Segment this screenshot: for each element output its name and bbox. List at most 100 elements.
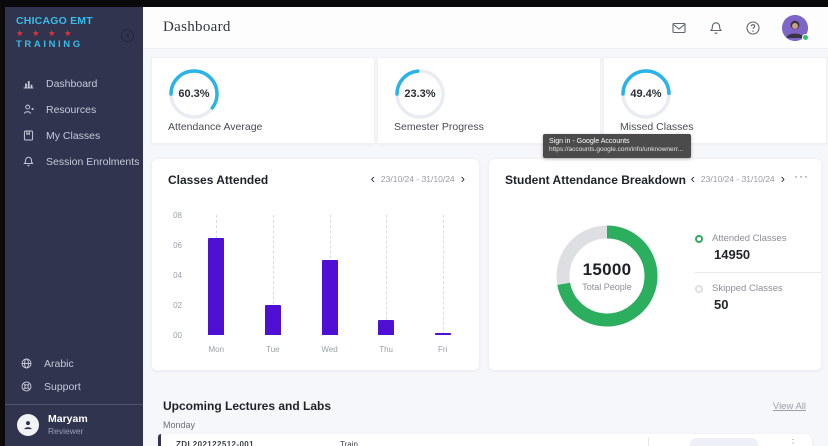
row-accent-bar [158, 434, 161, 446]
attendance-breakdown-card: Student Attendance Breakdown ‹ 23/10/24 … [488, 158, 822, 371]
date-range-picker: ‹ 23/10/24 - 31/10/24 › [371, 172, 465, 186]
stat-value: 60.3% [178, 88, 210, 100]
stat-label: Attendance Average [168, 121, 263, 133]
x-tick-label: Tue [266, 345, 280, 354]
chevron-left-icon[interactable]: ‹ [370, 171, 375, 186]
x-tick-label: Mon [208, 345, 225, 354]
legend-dot-icon [695, 234, 703, 243]
bar-mon [208, 237, 225, 335]
donut-legend: Attended Classes 14950 Skipped Classes 5… [695, 233, 821, 312]
online-status-dot [802, 33, 809, 41]
sidebar-item-dashboard[interactable]: Dashboard [5, 71, 143, 97]
stat-label: Semester Progress [394, 121, 484, 133]
avatar-image [782, 14, 808, 41]
chevron-right-icon[interactable]: › [780, 171, 785, 186]
progress-ring [167, 67, 221, 121]
stat-card-semester-progress: 23.3% Semester Progress [377, 57, 601, 144]
sidebar-item-label: Support [44, 380, 81, 393]
bar-chart-plot: Mon Tue Wed Thu Fri [188, 215, 471, 354]
bar-tue [264, 305, 281, 335]
day-label: Monday [163, 420, 196, 430]
y-tick-label: 00 [173, 331, 182, 340]
sidebar-profile[interactable]: Maryam Reviewer [5, 405, 143, 446]
y-tick-label: 02 [173, 301, 182, 310]
y-tick-label: 04 [173, 271, 182, 280]
bar-chart-y-axis: 00 02 04 06 08 [160, 211, 182, 340]
brand-logo: CHICAGO EMT ★ ★ ★ ★ TRAINING [5, 7, 143, 51]
person-icon [24, 420, 32, 429]
sidebar-item-arabic[interactable]: Arabic [5, 352, 143, 375]
more-options-icon[interactable]: ··· [794, 169, 809, 183]
legend-value: 14950 [714, 247, 751, 262]
grid-line [442, 215, 444, 335]
x-tick-label: Fri [438, 345, 448, 354]
grid-line [272, 215, 274, 335]
bar-fri [434, 332, 451, 335]
chevron-right-icon[interactable]: › [460, 171, 465, 186]
sidebar-item-label: My Classes [46, 129, 101, 142]
x-tick-label: Thu [379, 345, 393, 354]
sidebar-divider [5, 404, 143, 405]
chart-title: Classes Attended [168, 173, 269, 187]
tooltip-url: https://accounts.google.com/info/unknown… [549, 146, 684, 153]
logo-stars: ★ ★ ★ ★ [16, 28, 75, 39]
legend-label: Attended Classes [712, 233, 787, 244]
upcoming-section-title: Upcoming Lectures and Labs [163, 399, 332, 413]
legend-label: Skipped Classes [712, 283, 783, 294]
lecture-name: Train [340, 440, 358, 446]
sidebar-item-my-classes[interactable]: My Classes [5, 123, 143, 149]
donut-chart [552, 221, 662, 331]
page-title: Dashboard [163, 19, 231, 35]
globe-icon [21, 358, 32, 369]
book-icon [23, 130, 34, 141]
y-tick-label: 06 [173, 241, 182, 250]
help-icon[interactable] [745, 20, 761, 36]
logo-text-bottom: TRAINING [16, 38, 83, 50]
chart-title: Student Attendance Breakdown [505, 173, 686, 187]
lecture-badge [690, 438, 758, 446]
profile-avatar-icon [17, 413, 39, 436]
bar-wed [321, 260, 338, 335]
date-range-picker: ‹ 23/10/24 - 31/10/24 › [691, 172, 785, 186]
stat-value: 23.3% [404, 88, 436, 100]
sidebar-item-resources[interactable]: Resources [5, 97, 143, 123]
stat-card-missed-classes: 49.4% Missed Classes [603, 57, 827, 144]
sidebar-footer: Arabic Support [5, 352, 143, 446]
row-more-options-icon[interactable]: ⋮ [788, 438, 798, 446]
mail-icon[interactable] [671, 20, 687, 36]
profile-name: Maryam [48, 413, 88, 425]
view-all-link[interactable]: View All [772, 401, 806, 412]
lifebuoy-icon [21, 381, 32, 392]
sidebar-item-session-enrolments[interactable]: Session Enrolments [5, 149, 143, 175]
charts-row: Classes Attended ‹ 23/10/24 - 31/10/24 ›… [151, 158, 822, 371]
profile-role: Reviewer [48, 426, 84, 436]
sidebar-item-label: Resources [46, 103, 97, 116]
sidebar-collapse-icon[interactable] [121, 29, 134, 42]
legend-item-skipped: Skipped Classes [695, 283, 821, 294]
bar-thu [378, 320, 395, 335]
lecture-row[interactable]: ZDL202122512-001 Train ⋮ [158, 434, 812, 446]
legend-divider [695, 272, 821, 273]
stat-card-attendance-average: 60.3% Attendance Average [151, 57, 375, 144]
chevron-left-icon[interactable]: ‹ [690, 171, 695, 186]
topbar-actions [671, 14, 809, 41]
donut-total-value: 15000 [582, 260, 632, 279]
sidebar-item-support[interactable]: Support [5, 375, 143, 398]
stats-row: 60.3% Attendance Average 23.3% Semester … [151, 57, 827, 144]
legend-item-attended: Attended Classes [695, 233, 821, 244]
legend-value: 50 [714, 297, 729, 312]
link-preview-tooltip: Sign in - Google Accounts https://accoun… [543, 134, 691, 158]
lecture-code: ZDL202122512-001 [176, 440, 255, 446]
progress-ring [393, 67, 447, 121]
app-frame: CHICAGO EMT ★ ★ ★ ★ TRAINING Dashboard [5, 7, 828, 446]
notifications-bell-icon[interactable] [708, 20, 724, 36]
sidebar-item-label: Session Enrolments [46, 155, 140, 168]
user-avatar[interactable] [782, 14, 809, 41]
date-range-text: 23/10/24 - 31/10/24 [380, 174, 455, 184]
x-tick-label: Wed [321, 345, 338, 354]
progress-ring [619, 67, 673, 121]
date-range-text: 23/10/24 - 31/10/24 [700, 174, 775, 184]
bar-chart-icon [23, 81, 34, 89]
y-tick-label: 08 [173, 211, 182, 220]
